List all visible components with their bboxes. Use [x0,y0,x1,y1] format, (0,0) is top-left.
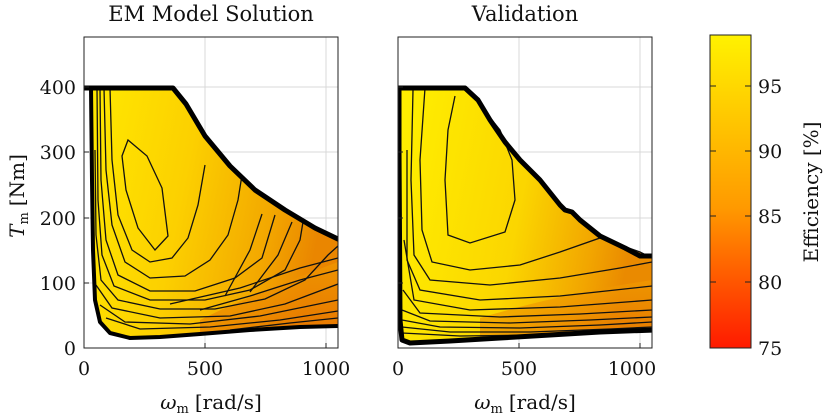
left-xlabel-symbol: ω [160,390,176,414]
right-xlabel-sub: m [491,402,503,417]
left-contour-10 [199,269,338,311]
right-ticks [397,86,641,348]
left-ytick-label-0: 0 [64,338,76,360]
colorbar-tick-label-75: 75 [758,338,782,360]
left-ytick-label-400: 400 [40,77,76,99]
right-efficiency-map [398,88,652,343]
colorbar-tick-label-80: 80 [758,272,782,294]
right-panel: Validation 0 500 1000 ωm [rad/s] [392,2,656,417]
left-panel: EM Model Solution 0 500 1000 0 100 200 3… [5,2,350,417]
left-ticks [83,86,327,349]
right-boundary-bottom [398,88,652,346]
left-contour-6 [95,283,338,319]
right-xtick-label-0: 0 [392,358,404,380]
right-contour-7 [401,319,652,329]
left-contour-lines [94,87,338,331]
right-contour-2 [410,89,652,286]
left-ylabel-sub: m [17,212,32,224]
left-xtick-label-0: 0 [78,358,90,380]
right-contour-4 [403,239,652,311]
left-xtick-label-1000: 1000 [302,358,350,380]
left-contour-9 [229,317,338,331]
colorbar-tick-label-85: 85 [758,206,782,228]
left-xlabel-unit: [rad/s] [195,390,262,414]
colorbar-gradient [709,34,752,349]
left-contour-11 [169,257,338,305]
right-contour-6 [401,309,652,324]
left-title: EM Model Solution [108,2,314,26]
left-contour-2 [103,87,243,279]
left-ytick-label-200: 200 [40,208,76,230]
left-contour-12 [224,213,263,297]
right-xlabel: ωm [rad/s] [474,390,576,417]
left-boundary-bottom [89,87,338,340]
colorbar-label: Efficiency [%] [799,122,823,263]
right-contour-8 [401,326,652,333]
left-ytick-label-300: 300 [40,142,76,164]
left-contour-4 [96,87,304,301]
right-xtick-label-1000: 1000 [608,358,656,380]
left-ylabel-symbol: T [5,223,29,238]
left-xlabel: ωm [rad/s] [160,390,262,417]
right-title: Validation [471,2,578,26]
left-contour-peak [121,138,169,252]
colorbar-tick-label-95: 95 [758,76,782,98]
right-contour-5 [402,289,652,318]
left-contour-1 [109,87,206,263]
left-ylabel: Tm [Nm] [5,154,32,238]
left-contour-8 [105,310,338,330]
right-contour-3 [406,150,652,301]
right-xlabel-symbol: ω [474,390,490,414]
left-xtick-label-500: 500 [187,358,223,380]
left-contour-13 [249,221,293,293]
right-xlabel-unit: [rad/s] [509,390,576,414]
right-boundary [398,85,652,259]
colorbar: 75 80 85 90 95 Efficiency [%] [709,34,823,360]
left-contour-3 [99,87,276,292]
left-axes-box [83,36,339,349]
left-ylabel-unit: [Nm] [5,154,29,206]
colorbar-tick-label-90: 90 [758,141,782,163]
right-axes-box [397,36,653,349]
left-contour-5 [94,149,338,310]
left-xlabel-sub: m [177,402,189,417]
right-xtick-label-500: 500 [501,358,537,380]
left-contour-7 [99,299,338,325]
left-boundary [84,85,338,242]
left-ytick-label-100: 100 [40,273,76,295]
colorbar-ticks [710,85,751,349]
